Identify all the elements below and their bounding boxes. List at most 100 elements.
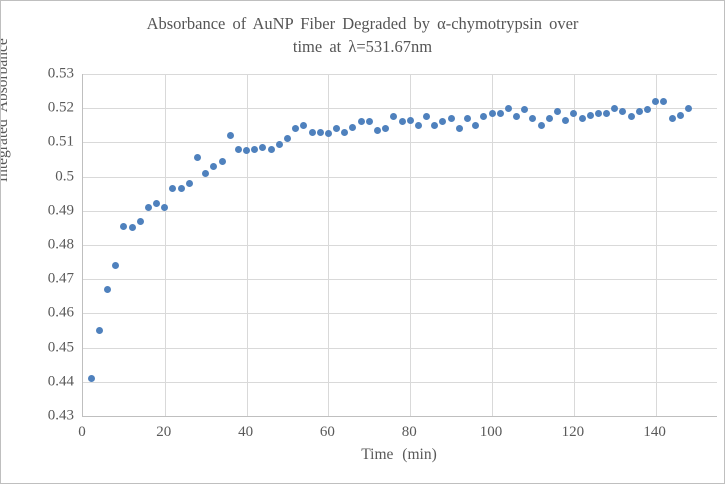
horizontal-gridline [83, 74, 717, 75]
chart-title-line-1: Absorbance of AuNP Fiber Degraded by α-c… [146, 14, 579, 33]
y-tick-label: 0.43 [47, 407, 74, 424]
data-point [521, 106, 529, 114]
horizontal-gridline [83, 347, 717, 349]
data-point [333, 125, 341, 133]
data-point [87, 374, 95, 382]
y-tick-label: 0.47 [47, 270, 74, 287]
data-point [177, 185, 185, 193]
data-point [660, 97, 668, 105]
data-point [603, 109, 611, 117]
x-tick-label: 100 [479, 424, 503, 440]
y-tick-label: 0.44 [47, 373, 74, 390]
data-point [341, 128, 349, 136]
data-point [128, 224, 136, 232]
data-point [300, 121, 308, 129]
vertical-gridline [492, 74, 494, 416]
data-point [447, 114, 455, 122]
y-tick-label: 0.52 [47, 99, 74, 116]
data-point [611, 104, 619, 112]
data-point [210, 162, 218, 170]
data-point [382, 125, 390, 133]
x-tick-label: 20 [156, 424, 172, 440]
x-tick-label: 0 [78, 424, 86, 440]
x-tick-label: 60 [319, 424, 335, 440]
horizontal-gridline [83, 245, 717, 246]
x-tick-label: 80 [401, 424, 417, 440]
vertical-gridline [328, 74, 330, 416]
data-point [95, 327, 103, 334]
data-point [513, 113, 521, 121]
data-point [243, 147, 251, 155]
data-point [431, 121, 439, 129]
data-point [161, 203, 169, 211]
data-point [480, 113, 488, 121]
horizontal-gridline [83, 210, 717, 212]
y-tick-label: 0.45 [47, 339, 74, 356]
horizontal-gridline [83, 142, 717, 144]
data-point [488, 109, 496, 117]
y-tick-label: 0.46 [47, 304, 74, 321]
data-point [275, 140, 283, 148]
data-point [357, 118, 365, 126]
data-point [292, 125, 300, 133]
x-tick-label: 120 [561, 424, 585, 440]
data-point [455, 125, 463, 133]
vertical-gridline [573, 74, 575, 416]
data-point [463, 114, 471, 122]
data-point [570, 109, 578, 117]
x-tick-label: 40 [238, 424, 254, 440]
data-point [153, 200, 161, 208]
data-point [316, 128, 324, 136]
data-point [202, 169, 210, 177]
data-point [529, 114, 537, 122]
data-point [218, 157, 226, 165]
data-point [545, 114, 553, 122]
data-point [284, 135, 292, 143]
data-point [414, 121, 422, 129]
data-point [594, 109, 602, 117]
data-point [104, 285, 112, 293]
data-point [553, 108, 561, 116]
y-tick-label: 0.48 [47, 236, 74, 253]
data-point [112, 262, 120, 270]
data-point [144, 203, 152, 211]
chart-title: Absorbance of AuNP Fiber Degraded by α-c… [1, 12, 724, 58]
data-point [635, 108, 643, 116]
data-point [259, 144, 267, 152]
data-point [496, 109, 504, 117]
data-point [251, 145, 259, 153]
data-point [324, 130, 332, 138]
data-point [537, 121, 545, 129]
horizontal-gridline [83, 108, 717, 110]
data-point [668, 114, 676, 122]
data-point [586, 111, 594, 119]
horizontal-gridline [83, 313, 717, 315]
data-point [365, 118, 373, 126]
x-axis-title: Time (min) [361, 446, 437, 463]
vertical-gridline [164, 74, 166, 416]
horizontal-gridline [83, 381, 717, 383]
plot-area [82, 74, 717, 417]
data-point [652, 97, 660, 105]
chart-title-line-2: time at λ=531.67nm [292, 37, 433, 56]
data-point [578, 114, 586, 122]
data-point [185, 179, 193, 187]
data-point [423, 113, 431, 121]
y-tick-label: 0.49 [47, 202, 74, 219]
data-point [504, 104, 512, 112]
data-point [169, 185, 177, 193]
data-point [643, 106, 651, 114]
data-point [472, 121, 480, 129]
data-point [374, 126, 381, 134]
data-point [676, 111, 684, 119]
data-point [136, 217, 144, 225]
y-tick-label: 0.51 [47, 133, 74, 150]
x-tick-label: 140 [643, 424, 666, 440]
data-point [120, 222, 128, 230]
vertical-gridline [410, 74, 412, 416]
data-point [619, 108, 627, 116]
data-point [234, 145, 242, 153]
vertical-gridline [246, 74, 248, 416]
data-point [627, 113, 635, 121]
